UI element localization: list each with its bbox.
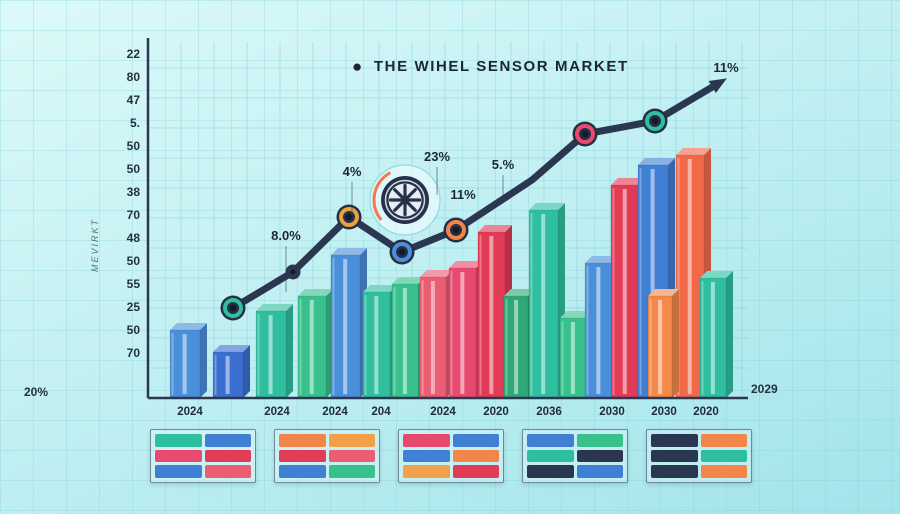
legend-swatch [576,434,623,447]
y-axis-title: MEVIRKT [90,217,100,272]
legend-group [646,429,752,483]
bar [297,289,333,399]
legend-swatch [452,434,499,447]
pct-label: 11% [450,187,476,202]
legend-swatch [403,449,450,463]
legend-group [150,429,256,483]
legend-swatch [700,449,747,463]
y-axis-label: 50 [127,323,141,337]
legend-swatch [279,449,326,463]
x-axis-end-label: 2029 [751,382,778,396]
x-axis-label: 2020 [483,406,509,418]
legend-swatch [527,465,574,478]
legend-swatch [651,465,698,478]
line-marker [443,217,469,243]
bullet-dot-icon: ● [352,57,364,76]
x-axis-label: 2024 [177,406,203,418]
legend-swatch [279,434,326,447]
y-axis-label: 38 [127,185,141,199]
bar [169,323,207,399]
wheel-icon [369,164,441,236]
arrow-head-icon [708,78,727,94]
legend-swatch [155,449,202,463]
bar [419,270,453,399]
x-axis-label: 2024 [322,406,348,418]
legend-swatch [204,465,251,478]
bar [647,289,679,399]
x-axis-label: 2024 [264,406,290,418]
chart-title: ● THE WIHEL SENSOR MARKET [352,58,629,75]
legend-group [274,429,380,483]
legend-swatch [403,434,450,447]
line-marker [642,108,668,134]
x-axis-label: 2030 [599,406,625,418]
legend-swatch [328,465,375,478]
pct-label: 11% [713,60,739,75]
line-marker [389,239,415,265]
x-axis-label: 2020 [693,406,719,418]
chart-title-text: THE WIHEL SENSOR MARKET [373,58,629,75]
legend-swatch [700,434,747,447]
y-axis-label: 50 [127,139,141,153]
y-axis-label: 70 [127,208,141,222]
legend-swatch [328,434,375,447]
y-axis-bottom-label: 20% [24,385,49,399]
y-axis-label: 80 [127,70,141,84]
legend-swatch [403,465,450,478]
legend-swatch [651,434,698,447]
pct-label: 23% [424,149,450,164]
y-axis-label: 55 [127,277,141,291]
line-marker [285,264,301,280]
legend-swatch [452,465,499,478]
x-axis-label: 2036 [536,406,562,418]
legend-swatch [155,465,202,478]
line-marker [336,204,362,230]
legend [150,429,752,483]
pct-label: 4% [343,164,362,179]
pct-label: 5.% [492,157,515,172]
bar [255,304,293,399]
y-axis-label: 70 [127,346,141,360]
legend-swatch [527,434,574,447]
legend-swatch [279,465,326,478]
x-axis-label: 2024 [430,406,456,418]
legend-group [398,429,504,483]
legend-swatch [576,449,623,463]
legend-swatch [527,449,574,463]
y-axis-label: 25 [127,300,141,314]
legend-swatch [204,434,251,447]
y-axis-label: 47 [127,93,141,107]
legend-swatch [576,465,623,478]
y-axis-label: 48 [127,231,141,245]
y-axis-label: 50 [127,254,141,268]
bar [699,271,733,399]
bar [528,203,565,399]
y-axis-label: 22 [127,47,141,61]
legend-swatch [700,465,747,478]
line-marker [220,295,246,321]
legend-swatch [651,449,698,463]
y-axis-label: 5. [130,116,140,130]
bar [212,345,250,399]
y-axis-label: 50 [127,162,141,176]
bar [330,248,367,399]
legend-group [522,429,628,483]
legend-swatch [155,434,202,447]
line-marker [572,121,598,147]
x-axis-label: 204 [371,406,391,418]
legend-swatch [452,449,499,463]
legend-swatch [328,449,375,463]
x-axis-label: 2030 [651,406,677,418]
legend-swatch [204,449,251,463]
pct-label: 8.0% [271,228,301,243]
